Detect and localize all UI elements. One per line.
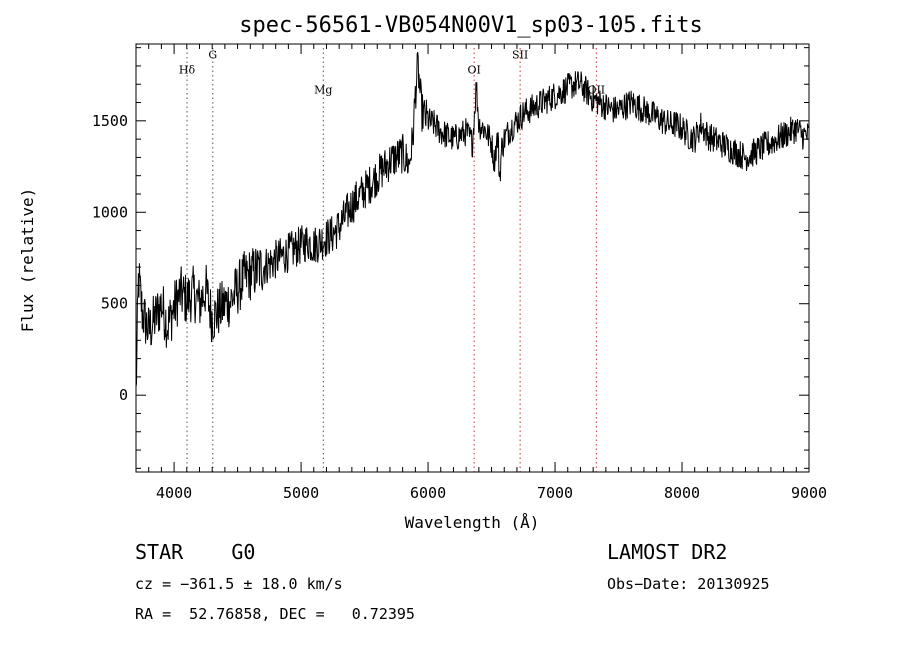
line-marker-label: SII — [512, 49, 528, 62]
x-tick-label: 8000 — [664, 484, 700, 502]
y-tick-label: 500 — [101, 295, 128, 313]
x-tick-label: 6000 — [410, 484, 446, 502]
line-marker-label: OII — [587, 83, 605, 96]
axes: 4000 5000 6000 7000 8000 9000 0 500 1000 1500 — [92, 44, 827, 502]
x-axis-label: Wavelength (Å) — [405, 513, 540, 532]
y-tick-label: 0 — [119, 386, 128, 404]
x-tick-label: 5000 — [283, 484, 319, 502]
y-tick-label: 1000 — [92, 203, 128, 221]
line-marker-label: G — [208, 49, 217, 62]
line-marker-label: Mg — [314, 83, 332, 96]
observation-date: Obs−Date: 20130925 — [607, 575, 770, 593]
y-tick-label: 1500 — [92, 112, 128, 130]
x-tick-label: 7000 — [537, 484, 573, 502]
x-tick-label: 9000 — [791, 484, 827, 502]
spectral-line-markers: Hδ G Mg OI SII OII — [179, 48, 605, 472]
plot-frame — [135, 43, 810, 473]
redshift-info: cz = −361.5 ± 18.0 km/s — [135, 575, 343, 593]
chart-title: spec-56561-VB054N00V1_sp03-105.fits — [239, 13, 703, 38]
spectrum-line — [135, 52, 810, 387]
line-marker-label: OI — [467, 63, 480, 76]
survey-name: LAMOST DR2 — [607, 540, 728, 564]
x-tick-label: 4000 — [156, 484, 192, 502]
y-axis-label: Flux (relative) — [18, 188, 37, 333]
object-class: STAR G0 — [135, 540, 256, 564]
spectrum-plot: spec-56561-VB054N00V1_sp03-105.fits Hδ G M… — [18, 13, 827, 532]
coordinates: RA = 52.76858, DEC = 0.72395 — [135, 605, 415, 623]
line-marker-label: Hδ — [179, 63, 196, 76]
